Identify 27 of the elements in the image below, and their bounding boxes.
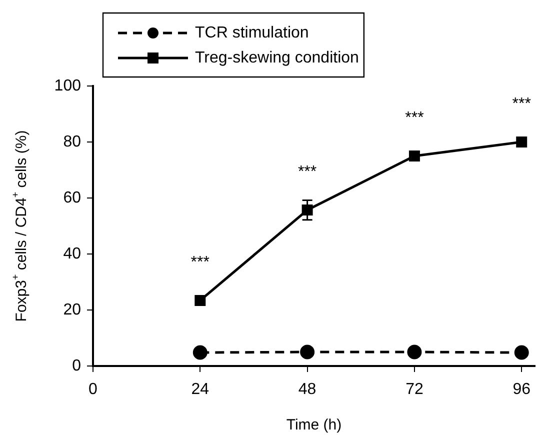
- x-tick-label: 24: [191, 381, 210, 398]
- point: [407, 344, 422, 360]
- annotation: ***: [298, 163, 317, 180]
- y-tick-label: 60: [63, 189, 82, 206]
- x-tick-label: 48: [298, 381, 316, 398]
- x-tick-label: 96: [512, 381, 531, 398]
- x-tick-label: 0: [88, 381, 98, 398]
- annotation: ***: [405, 109, 424, 126]
- point: [192, 345, 208, 360]
- point: [408, 150, 420, 162]
- point: [302, 204, 313, 216]
- y-tick-label: 40: [63, 245, 82, 262]
- point: [300, 344, 315, 360]
- y-tick-label: 0: [72, 357, 82, 374]
- annotation: ***: [512, 95, 531, 112]
- point: [516, 136, 528, 148]
- y-tick-label: 20: [63, 301, 82, 318]
- point: [194, 294, 206, 306]
- x-tick-label: 72: [406, 381, 424, 398]
- point: [514, 345, 529, 360]
- y-tick-label: 100: [54, 77, 82, 94]
- legend-label: Treg-skewing condition: [195, 49, 359, 66]
- annotation: ***: [190, 254, 210, 271]
- y-tick-label: 80: [63, 133, 82, 150]
- legend-label: TCR stimulation: [195, 24, 309, 42]
- y-axis-title: Foxp3+ cells / CD4+ cells (%): [10, 130, 30, 322]
- x-axis-title: Time (h): [286, 416, 342, 434]
